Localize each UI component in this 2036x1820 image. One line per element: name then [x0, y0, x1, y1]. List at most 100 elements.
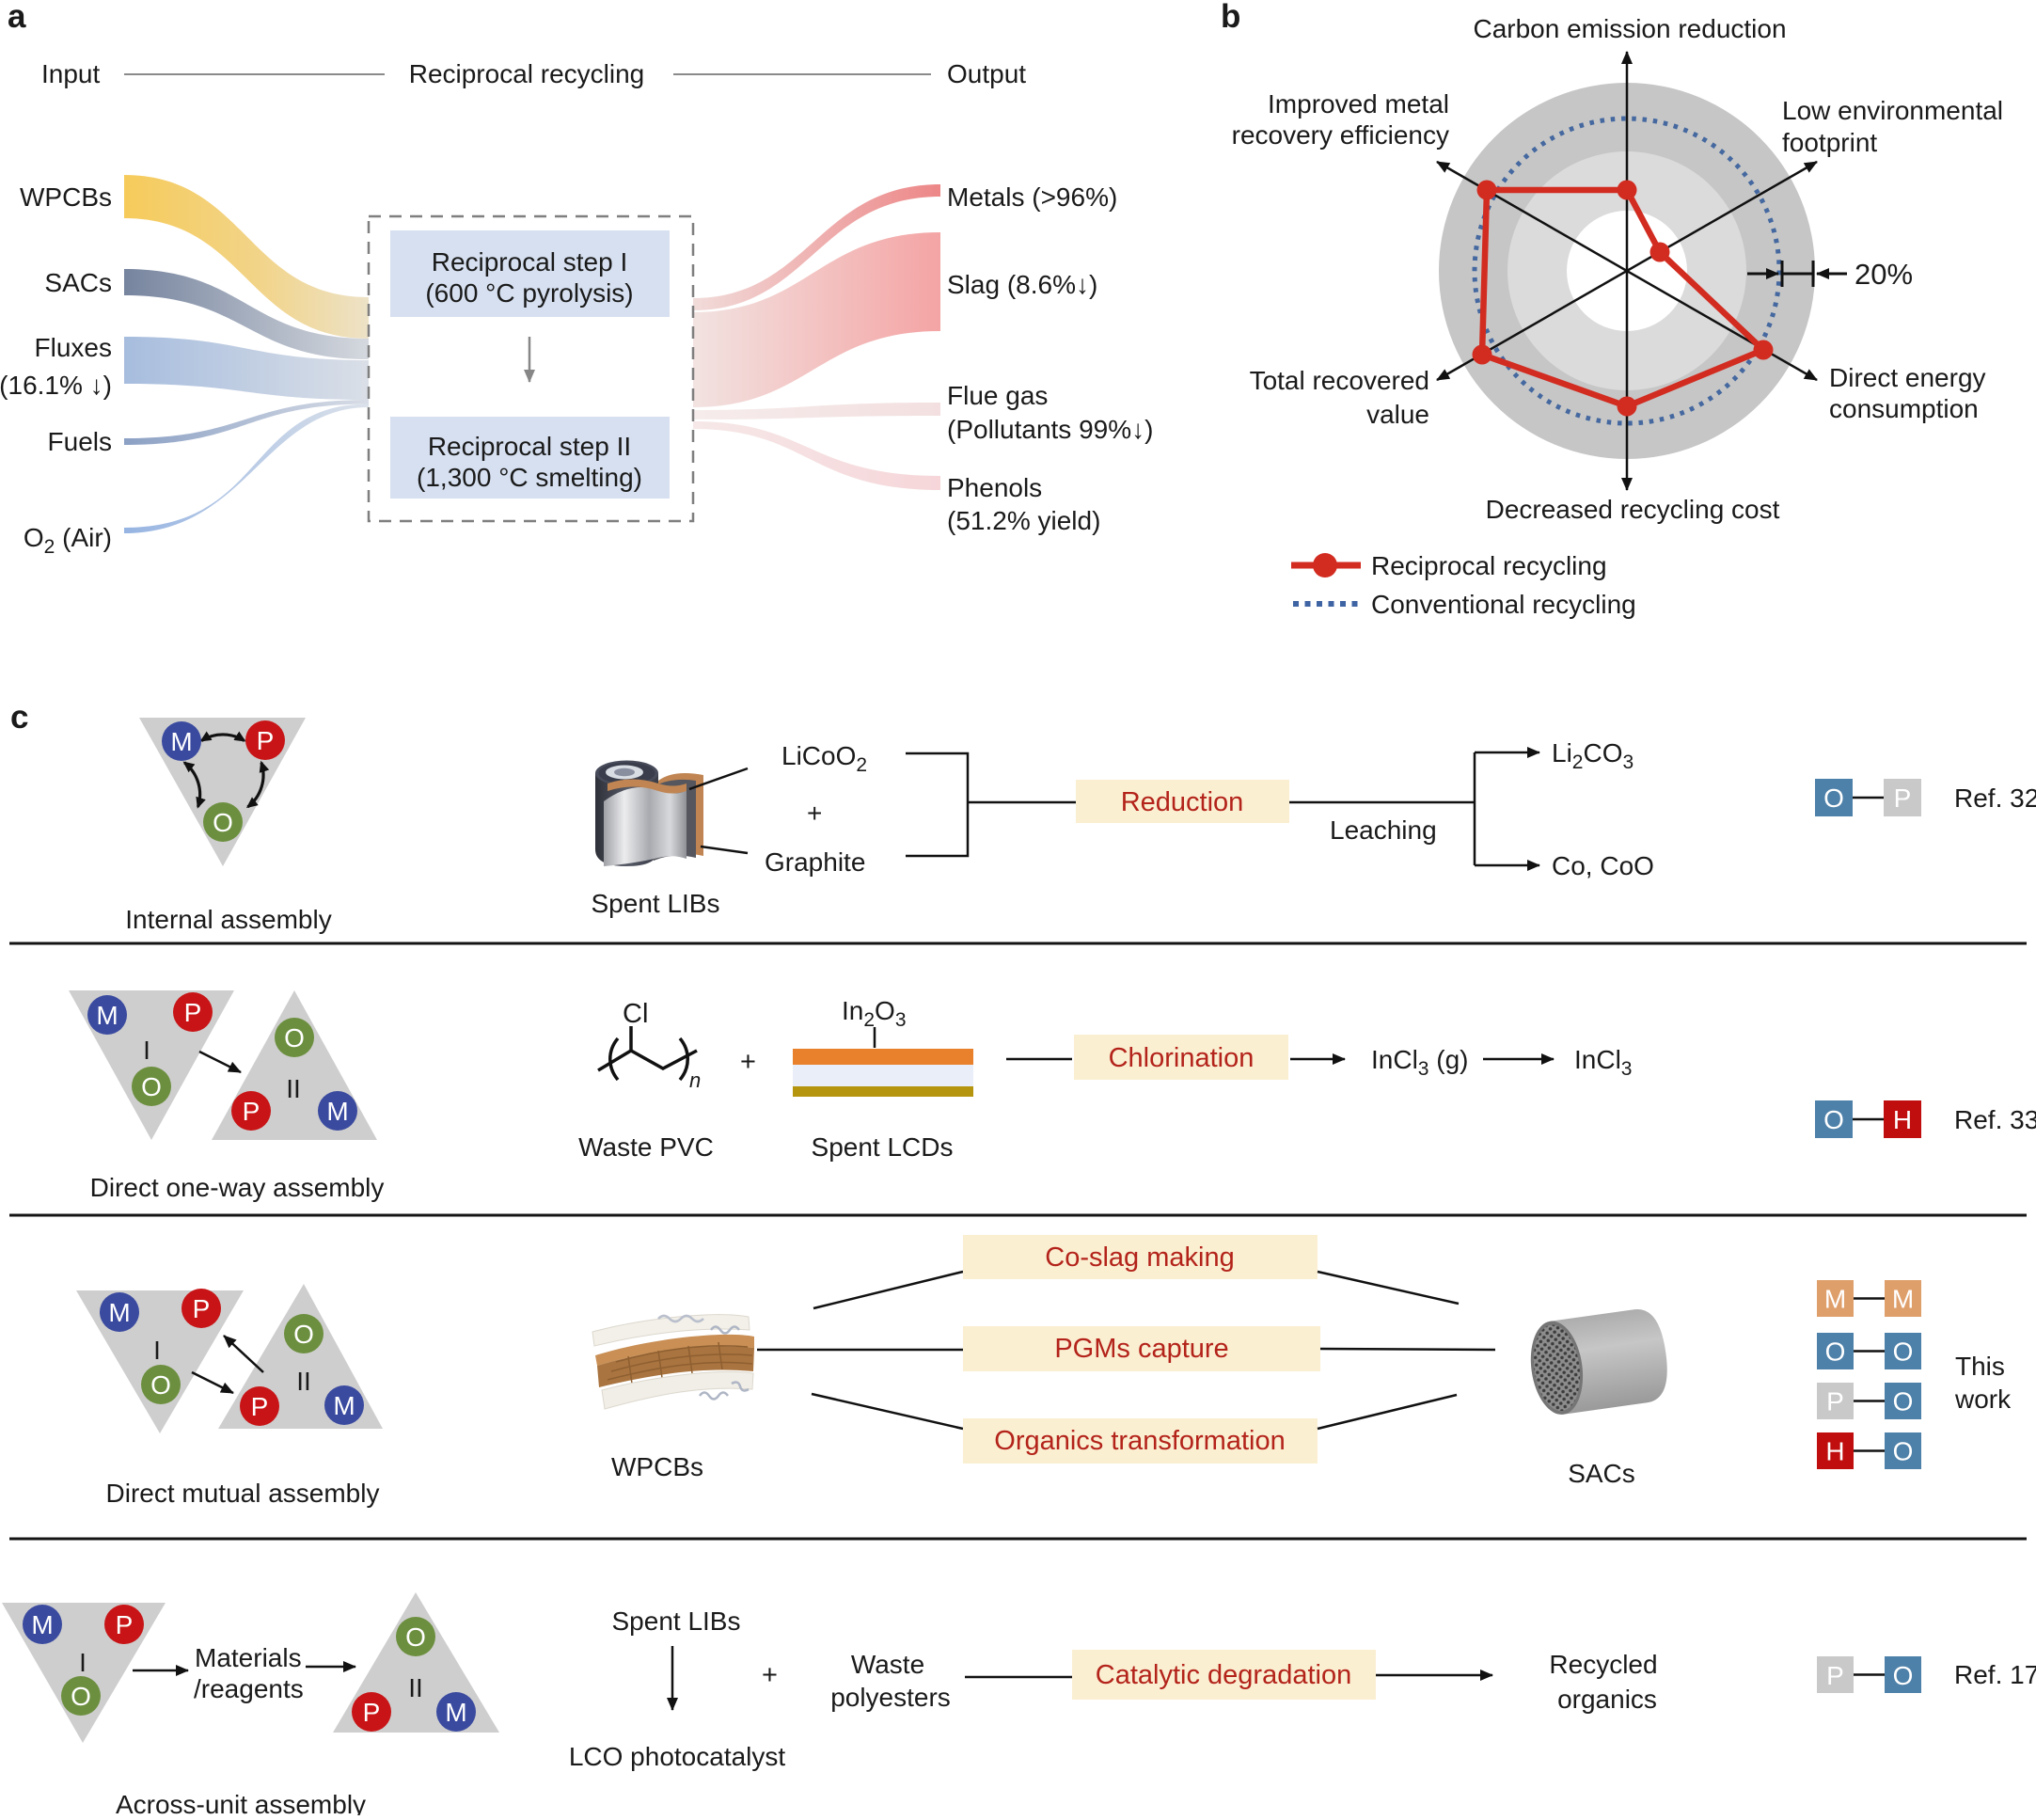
svg-text:P: P: [251, 1392, 269, 1421]
svg-text:H: H: [1893, 1105, 1912, 1134]
svg-text:(1,300 °C smelting): (1,300 °C smelting): [417, 463, 642, 492]
svg-text:M: M: [326, 1097, 348, 1126]
svg-text:Ref. 33: Ref. 33: [1954, 1105, 2036, 1134]
svg-text:Reciprocal recycling: Reciprocal recycling: [409, 59, 645, 88]
svg-text:LiCoO2: LiCoO2: [781, 741, 867, 776]
svg-text:M: M: [445, 1698, 466, 1727]
svg-text:P: P: [363, 1698, 381, 1727]
svg-text:Metals (>96%): Metals (>96%): [947, 182, 1117, 212]
svg-text:+: +: [762, 1660, 778, 1690]
svg-text:M: M: [1824, 1285, 1846, 1314]
svg-text:WPCBs: WPCBs: [20, 182, 112, 212]
svg-text:SACs: SACs: [1568, 1459, 1635, 1488]
svg-text:P: P: [193, 1294, 211, 1323]
svg-text:Reciprocal step II: Reciprocal step II: [428, 432, 631, 461]
svg-text:Slag (8.6%↓): Slag (8.6%↓): [947, 270, 1097, 299]
svg-text:Leaching: Leaching: [1330, 815, 1437, 845]
svg-text:O: O: [1823, 783, 1844, 813]
svg-text:Waste PVC: Waste PVC: [578, 1132, 714, 1162]
svg-text:Co, CoO: Co, CoO: [1552, 851, 1654, 880]
svg-text:O: O: [1893, 1337, 1914, 1367]
svg-text:recovery efficiency: recovery efficiency: [1232, 120, 1449, 150]
svg-text:Reciprocal step I: Reciprocal step I: [432, 247, 628, 277]
svg-text:In2O3: In2O3: [842, 996, 907, 1031]
svg-text:c: c: [10, 699, 28, 736]
svg-text:I: I: [153, 1336, 161, 1365]
svg-text:Spent LCDs: Spent LCDs: [812, 1132, 954, 1162]
svg-text:This: This: [1955, 1352, 2005, 1381]
svg-text:Spent LIBs: Spent LIBs: [612, 1606, 741, 1636]
svg-text:b: b: [1221, 0, 1240, 35]
svg-text:Spent LIBs: Spent LIBs: [592, 889, 720, 918]
svg-text:O: O: [293, 1320, 314, 1349]
svg-text:+: +: [740, 1047, 756, 1077]
svg-text:Improved metal: Improved metal: [1268, 89, 1449, 119]
svg-text:polyesters: polyesters: [830, 1683, 951, 1712]
svg-text:Low environmental: Low environmental: [1782, 96, 2003, 125]
svg-text:I: I: [79, 1648, 87, 1677]
svg-text:Output: Output: [947, 59, 1026, 88]
svg-text:O: O: [284, 1023, 305, 1052]
svg-text:Recycled: Recycled: [1549, 1650, 1657, 1679]
svg-text:P: P: [243, 1097, 260, 1126]
svg-text:I: I: [143, 1036, 150, 1065]
svg-text:O: O: [1825, 1337, 1846, 1367]
svg-text:(600 °C pyrolysis): (600 °C pyrolysis): [425, 278, 633, 308]
svg-text:II: II: [408, 1673, 423, 1702]
svg-text:H: H: [1825, 1437, 1844, 1466]
svg-text:InCl3 (g): InCl3 (g): [1371, 1045, 1468, 1080]
svg-text:20%: 20%: [1854, 258, 1913, 291]
svg-text:consumption: consumption: [1829, 394, 1979, 423]
svg-text:M: M: [108, 1298, 130, 1327]
svg-text:Organics transformation: Organics transformation: [994, 1426, 1285, 1456]
svg-text:footprint: footprint: [1782, 128, 1877, 157]
svg-text:Fluxes: Fluxes: [35, 333, 112, 362]
svg-text:InCl3: InCl3: [1574, 1045, 1632, 1080]
svg-text:O: O: [1893, 1387, 1914, 1416]
svg-text:Reduction: Reduction: [1121, 787, 1244, 817]
svg-text:Carbon emission reduction: Carbon emission reduction: [1473, 14, 1786, 43]
svg-text:WPCBs: WPCBs: [611, 1452, 703, 1481]
svg-text:organics: organics: [1557, 1685, 1657, 1714]
svg-text:O: O: [150, 1370, 171, 1400]
svg-text:P: P: [184, 998, 202, 1027]
svg-text:O: O: [1823, 1105, 1844, 1134]
svg-text:Graphite: Graphite: [765, 847, 865, 877]
svg-text:O: O: [405, 1622, 426, 1652]
svg-text:Conventional recycling: Conventional recycling: [1371, 590, 1636, 619]
svg-text:M: M: [170, 727, 192, 756]
svg-text:(51.2% yield): (51.2% yield): [947, 506, 1100, 535]
svg-text:Chlorination: Chlorination: [1109, 1043, 1255, 1073]
svg-text:M: M: [1892, 1285, 1914, 1314]
svg-text:P: P: [1826, 1387, 1844, 1416]
svg-text:II: II: [296, 1367, 311, 1396]
svg-text:O: O: [141, 1072, 162, 1101]
svg-text:II: II: [286, 1074, 301, 1103]
svg-text:SACs: SACs: [44, 268, 112, 297]
svg-text:Direct mutual assembly: Direct mutual assembly: [106, 1479, 380, 1508]
svg-text:Co-slag making: Co-slag making: [1045, 1242, 1234, 1273]
svg-text:Across-unit assembly: Across-unit assembly: [116, 1790, 366, 1815]
svg-text:Li2CO3: Li2CO3: [1552, 738, 1634, 773]
svg-text:O: O: [1893, 1661, 1914, 1690]
svg-text:LCO photocatalyst: LCO photocatalyst: [569, 1742, 786, 1771]
svg-text:P: P: [257, 726, 275, 755]
svg-text:Internal assembly: Internal assembly: [125, 905, 331, 934]
svg-text:Flue gas: Flue gas: [947, 381, 1048, 410]
svg-text:n: n: [689, 1068, 701, 1092]
svg-text:(16.1% ↓): (16.1% ↓): [0, 371, 112, 400]
svg-text:+: +: [807, 799, 822, 828]
svg-text:O2 (Air): O2 (Air): [24, 523, 112, 558]
svg-text:Decreased recycling cost: Decreased recycling cost: [1486, 495, 1780, 524]
svg-text:Direct one-way assembly: Direct one-way assembly: [90, 1173, 385, 1202]
svg-text:Total recovered: Total recovered: [1250, 366, 1429, 395]
svg-text:M: M: [96, 1001, 118, 1030]
svg-text:Cl: Cl: [623, 999, 648, 1029]
svg-text:Reciprocal recycling: Reciprocal recycling: [1371, 551, 1607, 580]
svg-text:Ref. 17: Ref. 17: [1954, 1660, 2036, 1689]
svg-text:Ref. 32: Ref. 32: [1954, 783, 2036, 813]
svg-text:M: M: [333, 1391, 355, 1420]
svg-text:Materials: Materials: [195, 1643, 302, 1672]
svg-text:Fuels: Fuels: [48, 427, 112, 456]
svg-text:Phenols: Phenols: [947, 473, 1042, 502]
